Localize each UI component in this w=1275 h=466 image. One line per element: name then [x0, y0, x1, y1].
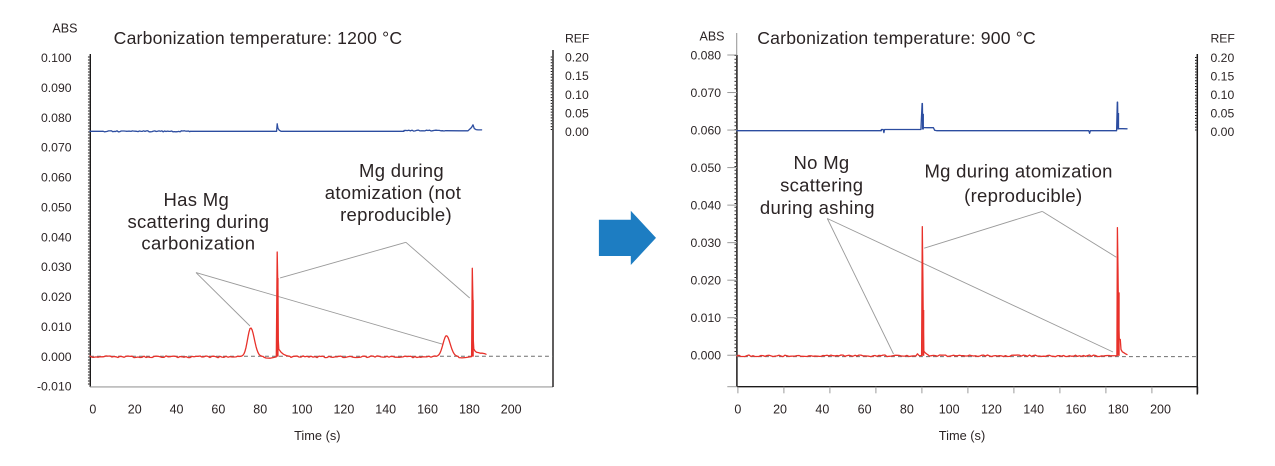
svg-text:0.20: 0.20 [565, 51, 589, 65]
svg-text:60: 60 [211, 403, 225, 417]
svg-text:0.020: 0.020 [691, 274, 722, 288]
svg-text:120: 120 [333, 403, 354, 417]
svg-text:0.070: 0.070 [41, 141, 72, 155]
svg-text:Time (s): Time (s) [939, 428, 985, 443]
svg-text:0.05: 0.05 [565, 106, 589, 120]
svg-text:0.040: 0.040 [41, 230, 72, 244]
svg-text:Mg during atomization: Mg during atomization [924, 161, 1112, 182]
svg-text:0.15: 0.15 [1211, 69, 1235, 83]
svg-text:reproducible): reproducible) [340, 204, 452, 225]
svg-text:REF: REF [565, 31, 589, 45]
svg-text:scattering: scattering [780, 175, 863, 196]
svg-text:ABS: ABS [52, 21, 77, 35]
svg-text:0.00: 0.00 [565, 125, 589, 139]
svg-text:140: 140 [1023, 402, 1044, 416]
svg-text:200: 200 [1150, 402, 1171, 416]
svg-text:scattering during: scattering during [127, 211, 269, 232]
svg-text:Time (s): Time (s) [294, 428, 340, 443]
svg-text:40: 40 [170, 403, 184, 417]
svg-text:0.090: 0.090 [41, 81, 72, 95]
svg-text:carbonization: carbonization [141, 233, 255, 254]
svg-text:0.060: 0.060 [691, 124, 722, 138]
svg-text:(reproducible): (reproducible) [964, 185, 1082, 206]
svg-text:200: 200 [501, 403, 522, 417]
svg-text:No Mg: No Mg [794, 152, 850, 173]
svg-text:60: 60 [858, 402, 872, 416]
svg-text:0.060: 0.060 [41, 171, 72, 185]
svg-text:80: 80 [253, 403, 267, 417]
svg-text:Carbonization temperature: 900: Carbonization temperature: 900 °C [757, 28, 1036, 48]
svg-text:140: 140 [375, 403, 396, 417]
svg-text:40: 40 [815, 402, 829, 416]
svg-text:0.010: 0.010 [41, 320, 72, 334]
svg-text:0.050: 0.050 [691, 161, 722, 175]
svg-text:120: 120 [981, 402, 1002, 416]
svg-text:0.05: 0.05 [1211, 106, 1235, 120]
svg-text:0.080: 0.080 [41, 111, 72, 125]
svg-text:during ashing: during ashing [760, 197, 875, 218]
svg-text:100: 100 [292, 403, 313, 417]
svg-text:0: 0 [89, 403, 96, 417]
svg-text:0.030: 0.030 [41, 260, 72, 274]
svg-text:Carbonization temperature: 120: Carbonization temperature: 1200 °C [114, 28, 403, 48]
svg-text:0.00: 0.00 [1211, 125, 1235, 139]
svg-text:0.10: 0.10 [565, 88, 589, 102]
svg-text:0.030: 0.030 [691, 236, 722, 250]
svg-text:Mg during: Mg during [359, 160, 444, 181]
svg-text:REF: REF [1211, 32, 1235, 46]
svg-text:160: 160 [417, 403, 438, 417]
svg-text:80: 80 [900, 402, 914, 416]
svg-text:20: 20 [128, 403, 142, 417]
svg-text:-0.010: -0.010 [37, 380, 72, 394]
svg-text:0.20: 0.20 [1211, 51, 1235, 65]
svg-text:ABS: ABS [699, 29, 724, 43]
svg-text:0.000: 0.000 [691, 349, 722, 363]
svg-text:0.040: 0.040 [691, 199, 722, 213]
svg-text:0.070: 0.070 [691, 86, 722, 100]
svg-text:0: 0 [734, 402, 741, 416]
svg-text:0.000: 0.000 [41, 350, 72, 364]
svg-text:180: 180 [1108, 402, 1129, 416]
svg-text:0.020: 0.020 [41, 290, 72, 304]
svg-text:180: 180 [459, 403, 480, 417]
svg-text:atomization (not: atomization (not [325, 182, 461, 203]
svg-text:0.010: 0.010 [691, 311, 722, 325]
svg-text:160: 160 [1066, 402, 1087, 416]
svg-text:0.080: 0.080 [691, 49, 722, 63]
svg-text:Has Mg: Has Mg [164, 189, 230, 210]
svg-text:20: 20 [773, 402, 787, 416]
svg-text:0.15: 0.15 [565, 69, 589, 83]
svg-text:0.100: 0.100 [41, 51, 72, 65]
svg-text:0.050: 0.050 [41, 200, 72, 214]
svg-text:0.10: 0.10 [1211, 88, 1235, 102]
svg-text:100: 100 [939, 402, 960, 416]
